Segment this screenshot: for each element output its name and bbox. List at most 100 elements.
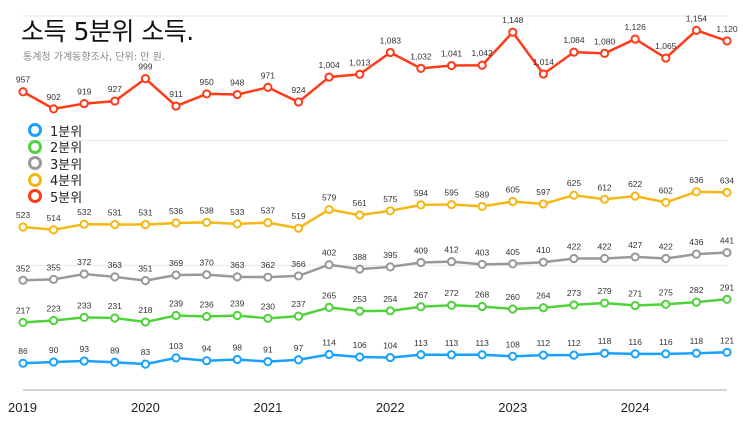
data-label: 282: [689, 285, 703, 295]
data-point: [661, 253, 671, 264]
legend: 1분위 2분위 3분위 4분위 5분위: [28, 122, 83, 206]
data-point: [446, 256, 457, 267]
data-label: 1,148: [502, 15, 524, 25]
data-point: [416, 63, 426, 73]
data-point: [477, 60, 487, 70]
chart-title: 소득 5분위 소득.: [21, 17, 194, 46]
data-point: [722, 187, 732, 198]
data-label: 422: [659, 241, 673, 251]
data-label: 231: [108, 301, 122, 311]
data-label: 369: [169, 258, 183, 268]
series-line: [22, 351, 728, 366]
data-label: 1,083: [380, 35, 402, 45]
data-label: 957: [16, 75, 30, 85]
data-point: [569, 253, 579, 264]
data-label: 112: [567, 338, 581, 348]
data-point: [446, 60, 457, 71]
data-label: 370: [200, 258, 214, 268]
x-tick-label: 2022: [376, 400, 405, 415]
data-point: [324, 204, 334, 215]
data-point: [538, 303, 548, 313]
data-label: 104: [383, 341, 397, 351]
data-label: 230: [261, 301, 275, 311]
data-point: [110, 219, 120, 230]
data-label: 436: [689, 237, 703, 247]
data-label: 1,013: [349, 57, 371, 67]
data-label: 597: [536, 187, 550, 197]
legend-item-5: 5분위: [28, 188, 83, 206]
data-label: 602: [659, 185, 673, 195]
data-point: [661, 53, 671, 63]
data-label: 971: [261, 70, 275, 80]
legend-label: 5분위: [50, 190, 83, 206]
data-label: 372: [77, 257, 91, 267]
data-label: 595: [444, 188, 458, 198]
data-label: 519: [291, 211, 305, 221]
data-point: [508, 27, 518, 37]
data-point: [324, 72, 334, 82]
data-point: [263, 357, 273, 367]
data-label: 237: [291, 299, 305, 309]
data-label: 275: [659, 287, 673, 297]
series-1분위: 86 90 93 89 83 103 94 98 91 97 114 106 104 113 113 113 1…: [18, 335, 734, 369]
data-label: 118: [598, 336, 612, 346]
data-label: 239: [169, 299, 183, 309]
data-point: [293, 355, 304, 365]
data-point: [477, 201, 487, 212]
data-label: 388: [353, 252, 367, 262]
data-label: 113: [475, 338, 489, 348]
data-label: 575: [383, 194, 397, 204]
data-point: [385, 306, 395, 316]
data-point: [49, 315, 59, 326]
data-label: 98: [233, 342, 243, 352]
data-point: [538, 69, 548, 79]
legend-label: 3분위: [50, 157, 83, 173]
data-label: 272: [444, 288, 458, 298]
data-label: 264: [536, 291, 550, 301]
data-label: 236: [200, 299, 214, 309]
data-point: [232, 219, 242, 229]
legend-item-3: 3분위: [28, 155, 83, 173]
data-label: 919: [77, 87, 91, 97]
data-point: [477, 259, 487, 269]
data-point: [416, 257, 426, 268]
data-label: 1,042: [471, 48, 493, 58]
data-label: 636: [689, 175, 703, 185]
data-label: 523: [16, 210, 30, 220]
series-line: [22, 298, 728, 324]
data-label: 1,032: [410, 51, 432, 61]
data-label: 218: [138, 305, 152, 315]
data-point: [446, 199, 457, 210]
data-label: 950: [200, 77, 214, 87]
data-point: [569, 47, 579, 57]
legend-marker-icon: [28, 172, 42, 187]
legend-label: 1분위: [50, 124, 83, 140]
data-label: 93: [79, 344, 89, 354]
x-tick-label: 2019: [8, 400, 37, 415]
data-label: 533: [230, 207, 244, 217]
data-point: [79, 269, 89, 279]
data-point: [232, 354, 242, 365]
data-point: [18, 87, 28, 97]
data-label: 363: [108, 260, 122, 270]
data-label: 223: [47, 303, 61, 313]
data-label: 403: [475, 247, 489, 257]
data-label: 412: [444, 245, 458, 255]
data-label: 233: [77, 300, 91, 310]
data-label: 265: [322, 290, 336, 300]
data-point: [355, 69, 365, 79]
data-label: 1,154: [686, 13, 708, 23]
data-label: 1,014: [533, 57, 555, 67]
data-point: [293, 97, 304, 107]
data-label: 355: [47, 262, 61, 272]
data-label: 114: [322, 337, 336, 347]
data-label: 97: [294, 343, 304, 353]
data-point: [49, 274, 59, 284]
legend-marker-icon: [28, 139, 42, 154]
data-point: [569, 300, 579, 310]
data-point: [79, 312, 89, 322]
data-point: [722, 294, 732, 304]
legend-item-4: 4분위: [28, 172, 82, 189]
data-point: [49, 357, 59, 367]
data-label: 422: [567, 241, 581, 251]
